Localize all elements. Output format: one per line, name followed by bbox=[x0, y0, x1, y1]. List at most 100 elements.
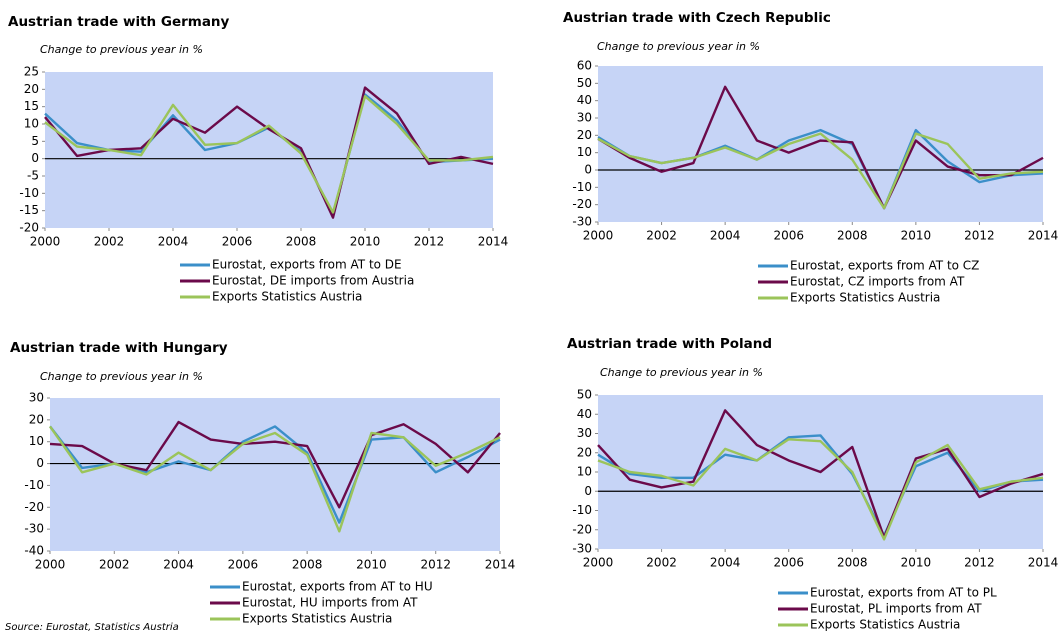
y-tick-label: 10 bbox=[577, 465, 592, 479]
data-line bbox=[597, 438, 1044, 541]
x-tick-label: 2012 bbox=[414, 235, 445, 249]
y-tick-label: -40 bbox=[24, 544, 44, 558]
x-tick-label: 2000 bbox=[583, 229, 614, 243]
y-tick-label: -10 bbox=[19, 186, 39, 200]
chart-subtitle: Change to previous year in % bbox=[597, 40, 760, 53]
chart-subtitle: Change to previous year in % bbox=[40, 370, 203, 383]
y-tick-label: 30 bbox=[577, 111, 592, 125]
x-tick-label: 2010 bbox=[356, 558, 387, 572]
x-tick-label: 2004 bbox=[158, 235, 189, 249]
y-tick-label: -20 bbox=[572, 522, 592, 536]
source-note: Source: Eurostat, Statistics Austria bbox=[5, 622, 179, 633]
y-tick-label: 0 bbox=[31, 151, 39, 165]
y-tick-label: -30 bbox=[572, 542, 592, 556]
x-tick-label: 2012 bbox=[964, 556, 995, 570]
legend-label: Exports Statistics Austria bbox=[810, 618, 960, 632]
x-tick-label: 2012 bbox=[420, 558, 451, 572]
y-tick-label: 25 bbox=[24, 65, 39, 79]
y-tick-label: 10 bbox=[24, 117, 39, 131]
chart-title: Austrian trade with Germany bbox=[8, 14, 230, 30]
y-tick-label: 50 bbox=[577, 76, 592, 90]
x-tick-label: 2008 bbox=[837, 229, 868, 243]
x-tick-label: 2004 bbox=[710, 556, 741, 570]
y-tick-label: 60 bbox=[577, 59, 592, 73]
y-tick-label: -15 bbox=[19, 203, 39, 217]
plot-area bbox=[598, 66, 1043, 222]
chart-title: Austrian trade with Czech Republic bbox=[563, 10, 831, 26]
legend-label: Eurostat, HU imports from AT bbox=[242, 596, 418, 610]
legend-label: Eurostat, DE imports from Austria bbox=[212, 274, 414, 288]
y-tick-label: 20 bbox=[577, 445, 592, 459]
y-tick-label: -5 bbox=[27, 169, 39, 183]
plot-area bbox=[50, 398, 500, 551]
y-tick-label: 0 bbox=[584, 163, 592, 177]
legend-label: Exports Statistics Austria bbox=[790, 291, 940, 305]
x-tick-label: 2012 bbox=[964, 229, 995, 243]
x-tick-label: 2006 bbox=[773, 556, 804, 570]
chart-title: Austrian trade with Poland bbox=[567, 336, 772, 352]
y-tick-label: 15 bbox=[24, 99, 39, 113]
x-tick-label: 2008 bbox=[292, 558, 323, 572]
y-tick-label: 5 bbox=[31, 134, 39, 148]
y-tick-label: 0 bbox=[36, 456, 44, 470]
x-tick-label: 2014 bbox=[1028, 556, 1059, 570]
data-line bbox=[597, 85, 1044, 210]
legend-label: Eurostat, PL imports from AT bbox=[810, 602, 982, 616]
data-line bbox=[597, 434, 1044, 537]
y-tick-label: 40 bbox=[577, 93, 592, 107]
y-tick-label: 20 bbox=[24, 82, 39, 96]
x-tick-label: 2000 bbox=[35, 558, 66, 572]
data-line bbox=[49, 420, 501, 509]
y-tick-label: 10 bbox=[29, 434, 44, 448]
legend-label: Eurostat, exports from AT to HU bbox=[242, 580, 433, 594]
x-tick-label: 2000 bbox=[583, 556, 614, 570]
data-line bbox=[44, 95, 494, 214]
x-tick-label: 2010 bbox=[901, 229, 932, 243]
y-tick-label: 50 bbox=[577, 388, 592, 402]
x-tick-label: 2000 bbox=[30, 235, 61, 249]
x-tick-label: 2004 bbox=[710, 229, 741, 243]
legend-label: Eurostat, exports from AT to PL bbox=[810, 586, 997, 600]
y-tick-label: 20 bbox=[577, 128, 592, 142]
x-tick-label: 2002 bbox=[94, 235, 125, 249]
chart-subtitle: Change to previous year in % bbox=[40, 43, 203, 56]
x-tick-label: 2004 bbox=[163, 558, 194, 572]
y-tick-label: 30 bbox=[29, 391, 44, 405]
y-tick-label: -30 bbox=[572, 215, 592, 229]
y-tick-label: -10 bbox=[572, 180, 592, 194]
y-tick-label: -10 bbox=[24, 478, 44, 492]
x-tick-label: 2010 bbox=[901, 556, 932, 570]
x-tick-label: 2008 bbox=[286, 235, 317, 249]
y-tick-label: -30 bbox=[24, 522, 44, 536]
y-tick-label: -20 bbox=[572, 197, 592, 211]
y-tick-label: 10 bbox=[577, 145, 592, 159]
legend-label: Eurostat, exports from AT to CZ bbox=[790, 259, 979, 273]
y-tick-label: -10 bbox=[572, 503, 592, 517]
y-tick-label: 30 bbox=[577, 426, 592, 440]
x-tick-label: 2002 bbox=[646, 229, 677, 243]
x-tick-label: 2014 bbox=[478, 235, 509, 249]
y-tick-label: 20 bbox=[29, 412, 44, 426]
y-tick-label: 40 bbox=[577, 407, 592, 421]
x-tick-label: 2010 bbox=[350, 235, 381, 249]
legend-label: Exports Statistics Austria bbox=[242, 612, 392, 626]
data-line bbox=[49, 425, 501, 533]
legend-label: Eurostat, exports from AT to DE bbox=[212, 258, 402, 272]
x-tick-label: 2006 bbox=[228, 558, 259, 572]
x-tick-label: 2002 bbox=[646, 556, 677, 570]
x-tick-label: 2014 bbox=[1028, 229, 1059, 243]
x-tick-label: 2006 bbox=[222, 235, 253, 249]
data-line bbox=[597, 409, 1044, 539]
chart-subtitle: Change to previous year in % bbox=[600, 366, 763, 379]
x-tick-label: 2002 bbox=[99, 558, 130, 572]
y-tick-label: -20 bbox=[19, 221, 39, 235]
x-tick-label: 2008 bbox=[837, 556, 868, 570]
x-tick-label: 2006 bbox=[773, 229, 804, 243]
chart-title: Austrian trade with Hungary bbox=[10, 340, 228, 356]
x-tick-label: 2014 bbox=[485, 558, 516, 572]
y-tick-label: -20 bbox=[24, 500, 44, 514]
y-tick-label: 0 bbox=[584, 484, 592, 498]
legend-label: Eurostat, CZ imports from AT bbox=[790, 275, 965, 289]
data-line bbox=[597, 132, 1044, 210]
